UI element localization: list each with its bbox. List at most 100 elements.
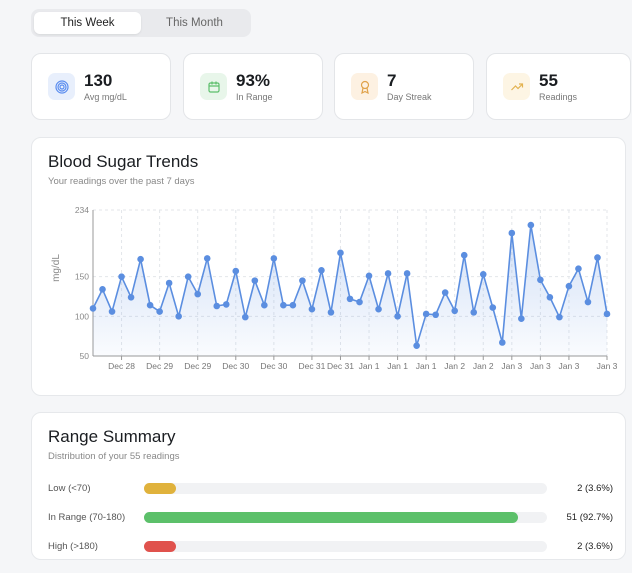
data-point <box>470 309 478 316</box>
data-point <box>194 290 202 298</box>
data-point <box>546 293 554 301</box>
x-tick-label: Dec 31 <box>327 361 354 371</box>
range-row: High (>180) 2 (3.6%) <box>48 539 613 553</box>
trend-chart: mg/dL 50 100 150 234 Dec 28 Dec 29 Dec 29 Dec 3… <box>51 205 618 371</box>
x-tick-label: Dec 30 <box>222 361 249 371</box>
stat-card-in-range: 93% In Range <box>183 53 323 120</box>
x-tick-label: Dec 28 <box>108 361 135 371</box>
range-bar-track <box>144 540 547 552</box>
data-point <box>375 305 382 313</box>
data-point <box>432 311 439 319</box>
data-point <box>403 270 411 277</box>
data-point <box>479 270 487 278</box>
x-tick-label: Jan 3 <box>530 361 551 371</box>
trending-up-icon <box>503 73 530 100</box>
stat-label: Readings <box>539 92 578 102</box>
stat-value: 7 <box>387 71 397 90</box>
data-point <box>518 315 525 323</box>
card-title: Range Summary <box>48 427 176 446</box>
stat-label: Avg mg/dL <box>84 92 127 102</box>
x-tick-label: Jan 2 <box>444 361 465 371</box>
x-tick-label: Jan 3 <box>559 361 580 371</box>
stat-label: Day Streak <box>387 92 432 102</box>
data-point <box>318 267 325 274</box>
data-point <box>451 307 459 315</box>
data-point <box>289 301 297 309</box>
x-tick-label: Jan 1 <box>387 361 408 371</box>
data-point <box>270 255 278 262</box>
range-bar-fill <box>144 540 177 552</box>
x-tick-label: Dec 29 <box>146 361 173 371</box>
data-point <box>356 298 363 306</box>
data-point <box>89 305 97 312</box>
range-bar-fill <box>144 482 177 494</box>
data-point <box>118 273 125 280</box>
period-tabs: This Week This Month <box>31 9 251 37</box>
range-bar-track <box>144 482 547 494</box>
range-summary-card: Range Summary Distribution of your 55 re… <box>31 412 626 560</box>
range-bar-track <box>144 511 547 523</box>
data-point <box>508 229 516 237</box>
data-point <box>537 276 544 284</box>
data-point <box>327 309 335 316</box>
blood-sugar-trends-card: Blood Sugar Trends Your readings over th… <box>31 137 626 396</box>
data-point <box>346 295 354 303</box>
data-point <box>527 221 535 229</box>
data-point <box>213 302 221 310</box>
y-axis-label: mg/dL <box>51 254 62 282</box>
data-point <box>156 308 163 315</box>
stat-value: 55 <box>539 71 558 90</box>
card-subtitle: Distribution of your 55 readings <box>48 451 180 462</box>
data-point <box>99 286 106 293</box>
data-point <box>222 301 230 308</box>
data-point <box>280 301 287 309</box>
data-point <box>365 272 373 280</box>
data-point <box>165 279 173 287</box>
x-tick-label: Jan 1 <box>416 361 437 371</box>
data-point <box>146 301 154 309</box>
data-point <box>232 267 240 275</box>
target-icon <box>48 73 75 100</box>
data-point <box>337 249 344 257</box>
y-tick-label: 100 <box>75 311 89 321</box>
data-point <box>184 273 192 280</box>
data-point <box>594 254 601 261</box>
area-fill <box>93 225 607 356</box>
award-icon <box>351 73 378 100</box>
data-point <box>584 298 592 306</box>
x-tick-label: Dec 29 <box>184 361 211 371</box>
x-tick-label: Jan 3 <box>501 361 522 371</box>
stat-card-readings: 55 Readings <box>486 53 631 120</box>
range-bar-fill <box>144 511 518 523</box>
data-point <box>203 255 211 262</box>
data-point <box>241 313 249 321</box>
x-tick-label: Jan 2 <box>473 361 494 371</box>
calendar-icon <box>200 73 227 100</box>
x-tick-label: Jan 1 <box>359 361 380 371</box>
range-value: 2 (3.6%) <box>577 482 613 494</box>
data-point <box>127 293 135 301</box>
stat-value: 93% <box>236 71 271 90</box>
data-point <box>137 255 144 263</box>
data-point <box>422 310 430 318</box>
data-point <box>498 339 506 346</box>
range-label: Low (<70) <box>48 482 91 494</box>
stat-label: In Range <box>236 92 273 102</box>
range-row: In Range (70-180) 51 (92.7%) <box>48 510 613 524</box>
x-tick-label: Jan 3 <box>597 361 618 371</box>
data-point <box>441 289 449 296</box>
range-row: Low (<70) 2 (3.6%) <box>48 481 613 495</box>
y-tick-label: 150 <box>75 272 89 282</box>
data-point <box>489 304 497 311</box>
y-tick-label: 50 <box>80 351 90 361</box>
data-point <box>556 313 563 321</box>
x-tick-label: Dec 31 <box>298 361 325 371</box>
card-title: Blood Sugar Trends <box>48 152 199 171</box>
x-tick-label: Dec 30 <box>260 361 287 371</box>
tab-this-month[interactable]: This Month <box>166 17 223 29</box>
tab-this-week[interactable]: This Week <box>34 12 141 34</box>
range-value: 2 (3.6%) <box>577 540 613 552</box>
data-point <box>251 277 259 284</box>
data-point <box>308 305 316 313</box>
stat-card-average: 130 Avg mg/dL <box>31 53 171 120</box>
